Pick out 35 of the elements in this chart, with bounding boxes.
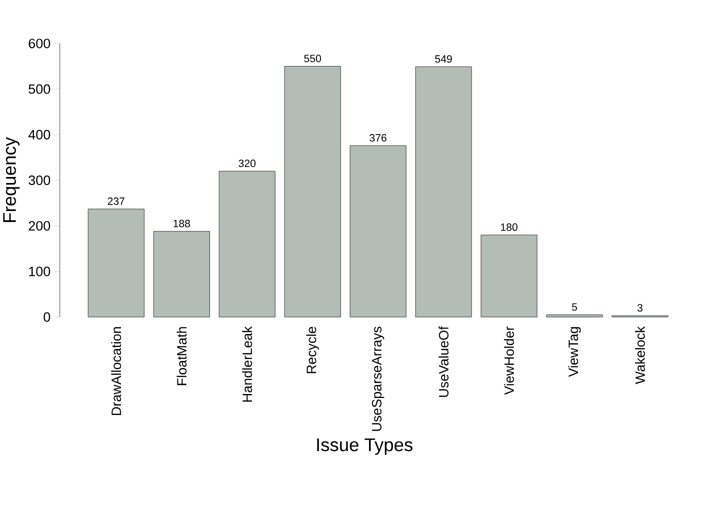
data-label: 180 [500, 223, 518, 231]
x-tick-label: DrawAllocation [111, 326, 122, 415]
x-tick-label: UseSparseArrays [372, 326, 384, 431]
data-label: 550 [304, 54, 321, 62]
data-label: 5 [572, 303, 577, 311]
bar [350, 145, 406, 318]
bar [153, 230, 210, 318]
bar [546, 314, 603, 318]
x-tick-label: Wakelock [635, 326, 645, 384]
data-label: 320 [238, 159, 256, 167]
data-label: 376 [370, 134, 386, 142]
x-tick-label: FloatMath [176, 326, 187, 385]
y-tick-label: 600 [28, 38, 50, 48]
x-tick-label: UseValueOf [438, 326, 448, 397]
bar [218, 170, 276, 318]
x-tick-label: HandlerLeak [242, 326, 252, 402]
y-tick-label: 0 [44, 312, 50, 322]
bar [88, 208, 144, 318]
data-label: 3 [637, 304, 642, 312]
y-tick-label: 200 [28, 220, 50, 230]
x-axis-title: Issue Types [317, 438, 412, 455]
y-tick-label: 500 [28, 84, 50, 94]
y-tick-label: 300 [28, 175, 50, 185]
data-label: 237 [108, 197, 124, 205]
data-label: 549 [435, 55, 452, 62]
y-tick-label: 100 [29, 266, 50, 276]
x-tick-label: ViewHolder [504, 326, 514, 395]
y-tick-label: 400 [28, 130, 50, 140]
bar [415, 66, 472, 318]
x-tick-label: Recycle [306, 326, 319, 373]
data-label: 188 [174, 220, 190, 228]
bar [284, 66, 341, 318]
y-axis-title: Frequency [3, 136, 20, 222]
x-tick-label: ViewTag [568, 326, 581, 377]
bar [480, 234, 538, 318]
